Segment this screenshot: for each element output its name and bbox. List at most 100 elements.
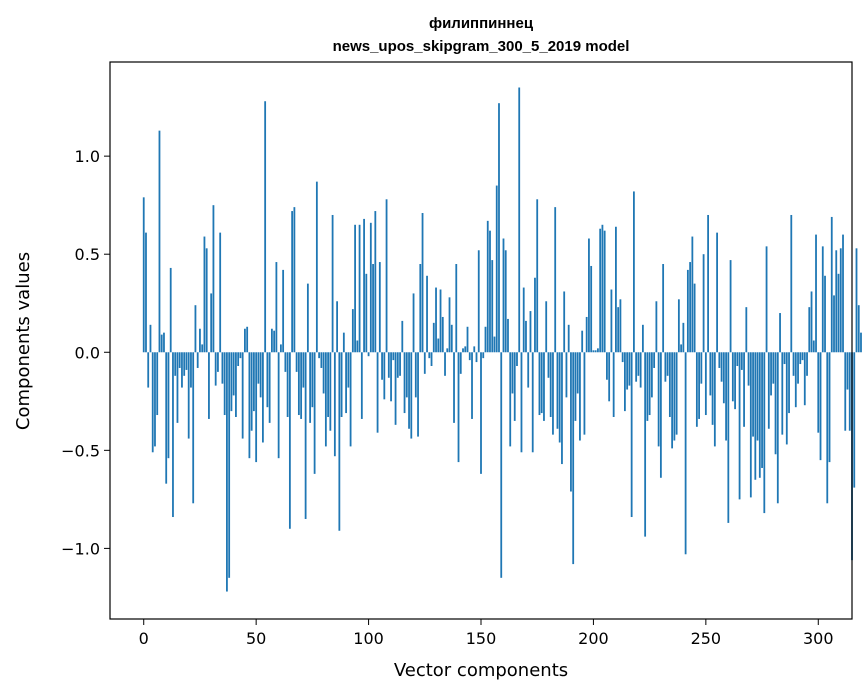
bar	[196, 352, 199, 368]
bar	[534, 277, 536, 353]
bar	[412, 293, 415, 353]
bar	[300, 352, 303, 419]
bar	[248, 352, 251, 459]
bar	[399, 352, 401, 376]
bar	[682, 322, 685, 353]
bar	[275, 262, 278, 353]
bar	[835, 250, 838, 353]
bar	[450, 324, 453, 353]
bar	[680, 344, 683, 353]
bar	[556, 352, 559, 429]
bar	[788, 352, 790, 414]
x-tick-label: 200	[578, 629, 609, 648]
bar	[686, 269, 689, 353]
bar	[374, 211, 377, 353]
bar	[567, 324, 570, 353]
bar	[740, 352, 743, 370]
bar	[583, 352, 586, 435]
bar	[637, 352, 640, 376]
bar	[790, 214, 793, 353]
bar	[846, 352, 849, 390]
bar	[356, 340, 359, 353]
bar	[502, 238, 505, 353]
bar	[459, 352, 462, 374]
bar	[621, 352, 624, 363]
bar	[736, 352, 739, 366]
bar	[455, 264, 458, 353]
bar	[624, 352, 626, 412]
bar	[511, 352, 514, 394]
bar	[774, 352, 777, 455]
bar	[745, 307, 748, 353]
bar	[779, 313, 781, 353]
bar	[279, 344, 282, 353]
x-tick-label: 300	[803, 629, 834, 648]
bar	[513, 352, 516, 421]
bar	[165, 352, 168, 484]
bar	[241, 352, 244, 439]
bar	[223, 352, 226, 416]
bar	[689, 262, 692, 353]
bar	[185, 352, 188, 370]
bar	[439, 289, 442, 353]
bar	[799, 352, 802, 365]
bar	[525, 320, 527, 353]
bar	[666, 352, 669, 376]
bar	[376, 352, 379, 433]
bar	[446, 348, 449, 353]
bar	[194, 305, 197, 353]
bar	[201, 344, 204, 353]
bar	[729, 260, 732, 353]
bar	[824, 275, 826, 353]
bar	[594, 350, 597, 353]
bar	[608, 352, 611, 402]
bar	[860, 332, 862, 353]
bar	[648, 352, 651, 416]
bar	[495, 185, 498, 353]
bar	[857, 305, 860, 353]
bars-group	[142, 87, 862, 592]
bar	[392, 352, 395, 361]
bar	[421, 213, 424, 353]
bar	[747, 352, 750, 386]
bar	[354, 224, 356, 353]
bar	[765, 246, 768, 353]
bar	[489, 230, 491, 353]
bar	[264, 101, 267, 353]
bar	[839, 248, 842, 353]
bar	[554, 207, 557, 353]
bar	[435, 287, 437, 353]
bar	[430, 352, 433, 366]
bar	[547, 352, 550, 378]
bar	[518, 87, 521, 353]
bar	[767, 352, 770, 429]
bar	[378, 262, 381, 353]
bar	[484, 326, 487, 353]
bar	[700, 352, 703, 384]
bar	[405, 352, 408, 398]
bar	[408, 352, 410, 429]
bar	[217, 352, 219, 372]
bar	[477, 250, 480, 353]
bar	[801, 352, 804, 361]
bar	[639, 352, 642, 388]
bar	[273, 330, 276, 353]
x-axis-label: Vector components	[394, 660, 568, 681]
bar	[385, 199, 388, 353]
x-axis: 0 50 100 150 200 250 300	[139, 619, 834, 648]
bar	[437, 338, 440, 353]
bar	[383, 352, 386, 400]
bar	[288, 352, 291, 529]
bar	[630, 352, 633, 518]
bar	[603, 230, 606, 353]
bar	[324, 352, 327, 447]
bar	[203, 236, 206, 353]
bar	[626, 352, 629, 390]
bar	[336, 301, 338, 353]
bar	[718, 352, 721, 368]
bar	[833, 295, 835, 353]
bar	[606, 352, 608, 380]
bar	[763, 352, 766, 514]
bar	[244, 328, 246, 353]
